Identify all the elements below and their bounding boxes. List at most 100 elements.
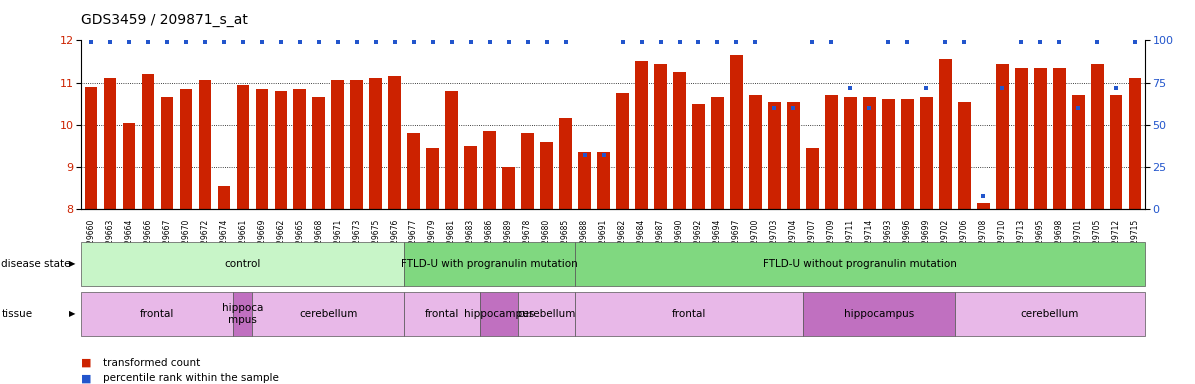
Bar <box>958 101 970 209</box>
Text: transformed count: transformed count <box>103 358 200 368</box>
Point <box>1087 39 1107 45</box>
Bar <box>104 78 116 209</box>
Bar <box>1091 64 1103 209</box>
Bar <box>578 152 590 209</box>
Text: cerebellum: cerebellum <box>299 309 357 319</box>
Point <box>1107 84 1126 91</box>
Bar <box>369 78 382 209</box>
Bar <box>617 93 629 209</box>
Bar <box>350 81 363 209</box>
Text: hippocampus: hippocampus <box>844 309 914 319</box>
Point <box>500 39 519 45</box>
Bar <box>807 148 819 209</box>
Point <box>936 39 955 45</box>
Bar <box>446 91 458 209</box>
Text: control: control <box>225 259 261 269</box>
Bar <box>1129 78 1141 209</box>
Text: cerebellum: cerebellum <box>1021 309 1079 319</box>
Point <box>329 39 348 45</box>
Bar <box>863 98 876 209</box>
Bar <box>465 146 477 209</box>
Bar <box>275 91 287 209</box>
Point <box>290 39 310 45</box>
Bar <box>123 123 135 209</box>
Text: frontal: frontal <box>672 309 706 319</box>
Point <box>385 39 404 45</box>
Bar <box>901 99 914 209</box>
Bar <box>388 76 400 209</box>
Point <box>252 39 271 45</box>
Point <box>461 39 480 45</box>
Point <box>727 39 746 45</box>
Point <box>1049 39 1068 45</box>
Point <box>974 193 993 199</box>
Point <box>195 39 214 45</box>
Bar <box>312 98 325 209</box>
Point <box>310 39 329 45</box>
Point <box>404 39 423 45</box>
Bar <box>484 131 496 209</box>
Text: tissue: tissue <box>1 309 32 319</box>
Point <box>480 39 500 45</box>
Bar <box>85 87 97 209</box>
Point <box>897 39 917 45</box>
Text: percentile rank within the sample: percentile rank within the sample <box>103 373 278 383</box>
Point <box>878 39 897 45</box>
Point <box>917 84 936 91</box>
Text: frontal: frontal <box>425 309 459 319</box>
Bar <box>1110 95 1122 209</box>
Point <box>214 39 233 45</box>
Bar <box>217 186 229 209</box>
Point <box>271 39 290 45</box>
Point <box>517 39 537 45</box>
Point <box>442 39 461 45</box>
Text: hippocampus: hippocampus <box>464 309 534 319</box>
Point <box>707 39 727 45</box>
Bar <box>826 95 838 209</box>
Bar <box>749 95 761 209</box>
Point <box>1031 39 1050 45</box>
Bar <box>844 98 857 209</box>
Bar <box>692 104 705 209</box>
Bar <box>141 74 154 209</box>
Bar <box>711 98 724 209</box>
Text: GDS3459 / 209871_s_at: GDS3459 / 209871_s_at <box>81 13 249 27</box>
Text: ■: ■ <box>81 358 92 368</box>
Bar <box>636 61 648 209</box>
Bar <box>407 133 419 209</box>
Point <box>803 39 822 45</box>
Text: cerebellum: cerebellum <box>517 309 576 319</box>
Point <box>1068 105 1087 111</box>
Bar <box>1053 68 1066 209</box>
Bar <box>673 72 686 209</box>
Bar <box>521 133 534 209</box>
Text: FTLD-U without progranulin mutation: FTLD-U without progranulin mutation <box>762 259 957 269</box>
Point <box>670 39 690 45</box>
Bar <box>730 55 742 209</box>
Text: ■: ■ <box>81 373 92 383</box>
Bar <box>331 81 344 209</box>
Point <box>784 105 803 111</box>
Bar <box>540 142 553 209</box>
Text: ▶: ▶ <box>69 260 75 268</box>
Point <box>765 105 784 111</box>
Bar <box>198 81 210 209</box>
Point <box>100 39 120 45</box>
Point <box>233 39 252 45</box>
Bar <box>256 89 268 209</box>
Text: disease state: disease state <box>1 259 71 269</box>
Bar <box>237 85 249 209</box>
Point <box>993 84 1012 91</box>
Point <box>651 39 670 45</box>
Point <box>139 39 158 45</box>
Point <box>537 39 556 45</box>
Bar <box>997 64 1009 209</box>
Point <box>613 39 632 45</box>
Bar <box>179 89 192 209</box>
Text: hippoca
mpus: hippoca mpus <box>222 303 263 325</box>
Bar <box>598 152 609 209</box>
Bar <box>559 118 571 209</box>
Point <box>632 39 651 45</box>
Bar <box>160 98 173 209</box>
Bar <box>1016 68 1028 209</box>
